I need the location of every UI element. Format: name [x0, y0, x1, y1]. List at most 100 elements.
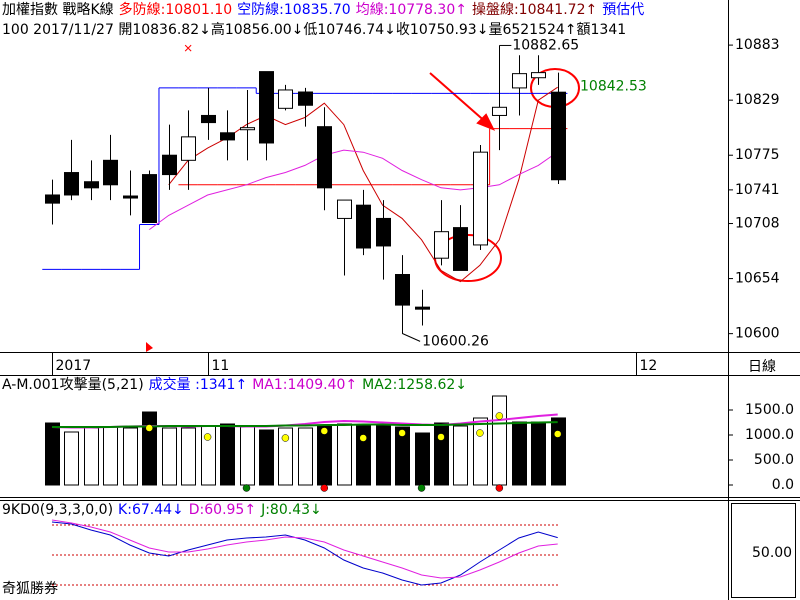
volume-bar [492, 395, 507, 486]
volume-signal [320, 427, 329, 435]
volume-y-tick-label: 1500.0 [745, 402, 794, 418]
volume-y-tick-label: 0.0 [772, 477, 794, 493]
volume-bar [123, 427, 138, 486]
candle-body [278, 89, 293, 109]
volume-y-tick-label: 1000.0 [745, 427, 794, 443]
header-item: 9KD0(9,3,3,0,0) [2, 502, 113, 518]
volume-bar [162, 427, 177, 486]
leader-line [401, 332, 421, 342]
volume-bar [337, 423, 352, 486]
header-item: MA1:1409.40↑ [252, 377, 357, 393]
volume-bar [278, 427, 293, 486]
header: 加權指數 戰略K線 多防線:10801.10 空防線:10835.70 均線:1077… [2, 1, 644, 18]
volume-signal [320, 484, 329, 492]
volume-bar [434, 422, 449, 486]
footer: 奇狐勝券 [2, 580, 58, 597]
volume-bar [103, 426, 118, 486]
header-item: 成交量 :1341↑ [149, 376, 248, 393]
marker-triangle [146, 342, 153, 352]
volume-bar [376, 424, 391, 486]
y-tick-label: 10600 [735, 326, 780, 342]
volume-signal [437, 433, 445, 441]
x-tick-label: 11 [212, 358, 230, 374]
volume-bar [298, 427, 313, 486]
volume-bar [84, 427, 99, 486]
volume-bar [356, 424, 371, 486]
candle-body [123, 195, 138, 199]
volume-bar [531, 421, 546, 486]
volume-bar [64, 431, 79, 486]
header-item: 操盤線:10841.72↑ [472, 2, 597, 18]
header-item: D:60.95↑ [189, 502, 256, 518]
volume-bar [317, 425, 332, 486]
volume-bar [220, 423, 235, 486]
y-tick-label: 10708 [735, 216, 780, 232]
volume-bar [142, 411, 157, 486]
header: A-M.001攻擊量(5,21) 成交量 :1341↑ MA1:1409.40↑ MA… [2, 376, 467, 393]
candle-body [298, 91, 313, 106]
volume-bar [415, 432, 430, 486]
header-item: 預估代 [602, 2, 644, 18]
candle-body [395, 274, 410, 306]
kd-line [51, 521, 558, 586]
candle-body [551, 91, 566, 181]
signal-mark [184, 44, 192, 52]
header-item: 加權指數 戰略K線 [2, 2, 114, 18]
volume-signal [476, 429, 484, 437]
volume-signal [495, 412, 504, 420]
candle-body [317, 126, 332, 189]
y-tick-label: 10883 [735, 37, 780, 53]
volume-signal [553, 430, 562, 438]
candle-body [356, 204, 371, 249]
kd-y-tick-label: 50.00 [752, 545, 792, 561]
candle-body [142, 174, 157, 224]
candle-body [492, 106, 507, 116]
candle-body [45, 194, 60, 204]
volume-signal [495, 484, 504, 492]
kd-axis-box [731, 503, 796, 598]
last-price-label: 10842.53 [580, 78, 647, 94]
volume-bar [259, 429, 274, 486]
overlay-line [149, 149, 558, 231]
candle-body [201, 114, 216, 124]
candle-body [220, 132, 235, 141]
header: 9KD0(9,3,3,0,0) K:67.44↓ D:60.95↑ J:80.43↓ [2, 502, 322, 518]
candle-body [415, 306, 430, 310]
candle-body [531, 72, 546, 79]
period-label: 日線 [748, 359, 776, 375]
candle-body [103, 159, 118, 186]
volume-bar [181, 427, 196, 486]
volume-bar [395, 426, 410, 486]
header-item: J:80.43↓ [260, 502, 322, 518]
candle-body [473, 151, 488, 246]
candle-body [453, 227, 468, 271]
volume-signal [281, 434, 290, 442]
arrow-line [429, 72, 489, 125]
volume-signal [417, 484, 426, 492]
volume-bar [45, 422, 60, 486]
x-tick-label: 12 [640, 358, 658, 374]
candle-body [64, 172, 79, 196]
candle-body [259, 71, 274, 144]
volume-signal [242, 484, 251, 492]
header-item: K:67.44↓ [118, 502, 184, 518]
y-tick-label: 10741 [735, 182, 780, 198]
kd-line [51, 519, 558, 579]
volume-bar [453, 425, 468, 486]
header-item: 空防線:10835.70 [237, 2, 351, 18]
volume-bar [551, 417, 566, 486]
x-tick-label: 2017 [56, 358, 92, 374]
high-label: 10882.65 [512, 37, 579, 53]
header-item: 多防線:10801.10 [119, 1, 233, 18]
candle-body [181, 136, 196, 161]
volume-signal [359, 434, 367, 442]
low-label: 10600.26 [422, 333, 489, 349]
volume-bar [473, 417, 488, 486]
volume-y-tick-label: 500.0 [754, 452, 794, 468]
candle-body [162, 154, 177, 176]
volume-signal [398, 429, 406, 437]
header-item: 均線:10778.30↑ [356, 2, 467, 18]
y-tick-label: 10829 [735, 92, 780, 108]
y-tick-label: 10775 [735, 147, 780, 163]
